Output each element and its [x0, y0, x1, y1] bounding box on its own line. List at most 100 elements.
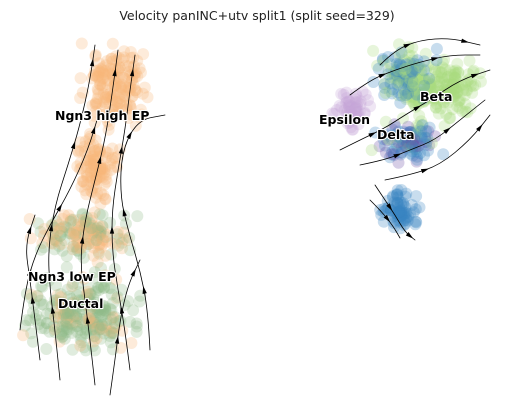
cell-point: [394, 63, 407, 76]
streamline-arrowhead: [130, 268, 136, 277]
cell-point: [449, 67, 462, 80]
cell-point: [96, 319, 108, 332]
cell-point: [101, 78, 114, 91]
cell-point: [448, 72, 461, 85]
cell-point: [346, 123, 359, 136]
cell-point: [69, 229, 82, 242]
cell-point: [408, 72, 421, 85]
cell-point: [435, 67, 448, 79]
cell-point: [99, 304, 112, 317]
cell-point: [78, 216, 90, 229]
cell-point: [447, 89, 460, 102]
cell-point: [350, 110, 363, 123]
cell-point: [421, 83, 434, 96]
streamline: [374, 184, 416, 241]
cell-point: [74, 313, 87, 325]
cell-point: [107, 80, 120, 93]
cell-point: [437, 96, 450, 109]
cell-point: [406, 140, 419, 153]
cell-point: [392, 75, 405, 88]
cell-point: [60, 315, 73, 328]
cell-point: [89, 174, 102, 186]
cell-point: [77, 298, 90, 311]
cell-point: [409, 63, 422, 76]
cell-point: [96, 72, 109, 85]
cell-point: [443, 64, 456, 77]
cell-point: [106, 151, 119, 164]
cell-point: [84, 295, 97, 308]
cell-point: [425, 74, 437, 87]
cell-point: [326, 107, 339, 120]
cell-point: [444, 111, 457, 124]
cell-point: [407, 64, 420, 77]
cell-point: [436, 61, 449, 74]
cell-point: [24, 232, 37, 245]
cell-point: [384, 151, 396, 164]
cell-point: [100, 151, 113, 164]
cell-point: [67, 310, 80, 323]
cell-point: [51, 225, 64, 238]
cell-point: [96, 108, 108, 121]
cell-point: [464, 79, 477, 92]
cell-point: [94, 225, 107, 238]
cell-point: [93, 74, 106, 87]
cell-point: [464, 102, 477, 115]
cell-point: [97, 307, 110, 320]
cell-point: [49, 296, 62, 309]
cell-point: [384, 58, 397, 71]
cell-point: [67, 277, 79, 290]
cell-point: [111, 228, 124, 241]
cell-point: [113, 97, 126, 110]
cell-point: [77, 318, 90, 331]
cell-point: [111, 291, 124, 303]
cell-point: [100, 93, 113, 106]
cell-point: [75, 37, 88, 50]
cell-point: [85, 214, 97, 227]
cell-point: [427, 86, 440, 99]
streamline-arrowhead: [89, 58, 95, 67]
cell-point: [392, 205, 405, 218]
cell-point: [120, 99, 133, 112]
cell-point: [91, 318, 104, 331]
cell-point: [77, 251, 90, 264]
cell-point: [73, 286, 86, 299]
cell-point: [393, 205, 405, 218]
cell-point: [91, 227, 104, 240]
cell-point: [378, 81, 391, 94]
streamline: [111, 54, 136, 371]
cell-point: [448, 71, 461, 84]
cell-point: [111, 225, 124, 238]
cell-point: [411, 54, 424, 67]
cell-point: [406, 75, 419, 88]
cell-point: [106, 142, 119, 155]
cell-point: [94, 162, 107, 175]
cell-point: [412, 120, 425, 133]
cell-point: [111, 106, 124, 119]
cell-point: [403, 126, 416, 139]
cell-point: [402, 120, 414, 133]
cell-point: [109, 152, 122, 165]
cell-point: [404, 82, 417, 95]
cell-point: [104, 330, 117, 342]
cell-point: [46, 219, 59, 232]
streamline-arrowhead: [112, 68, 117, 77]
cell-point: [422, 125, 435, 138]
cell-point: [54, 229, 67, 242]
cell-point: [73, 294, 86, 307]
cell-point: [447, 76, 460, 89]
cell-point: [95, 262, 107, 274]
cell-point: [95, 318, 108, 331]
cell-point: [339, 109, 352, 122]
cell-point: [93, 306, 106, 319]
cell-point: [100, 324, 113, 337]
cell-point: [80, 188, 93, 201]
cell-point: [406, 63, 419, 76]
cell-point: [351, 96, 364, 109]
cell-point: [401, 137, 414, 150]
cell-point: [390, 137, 403, 150]
cell-point: [411, 72, 424, 85]
cell-point: [409, 215, 422, 228]
cell-point: [377, 205, 390, 218]
cell-point: [444, 85, 456, 98]
